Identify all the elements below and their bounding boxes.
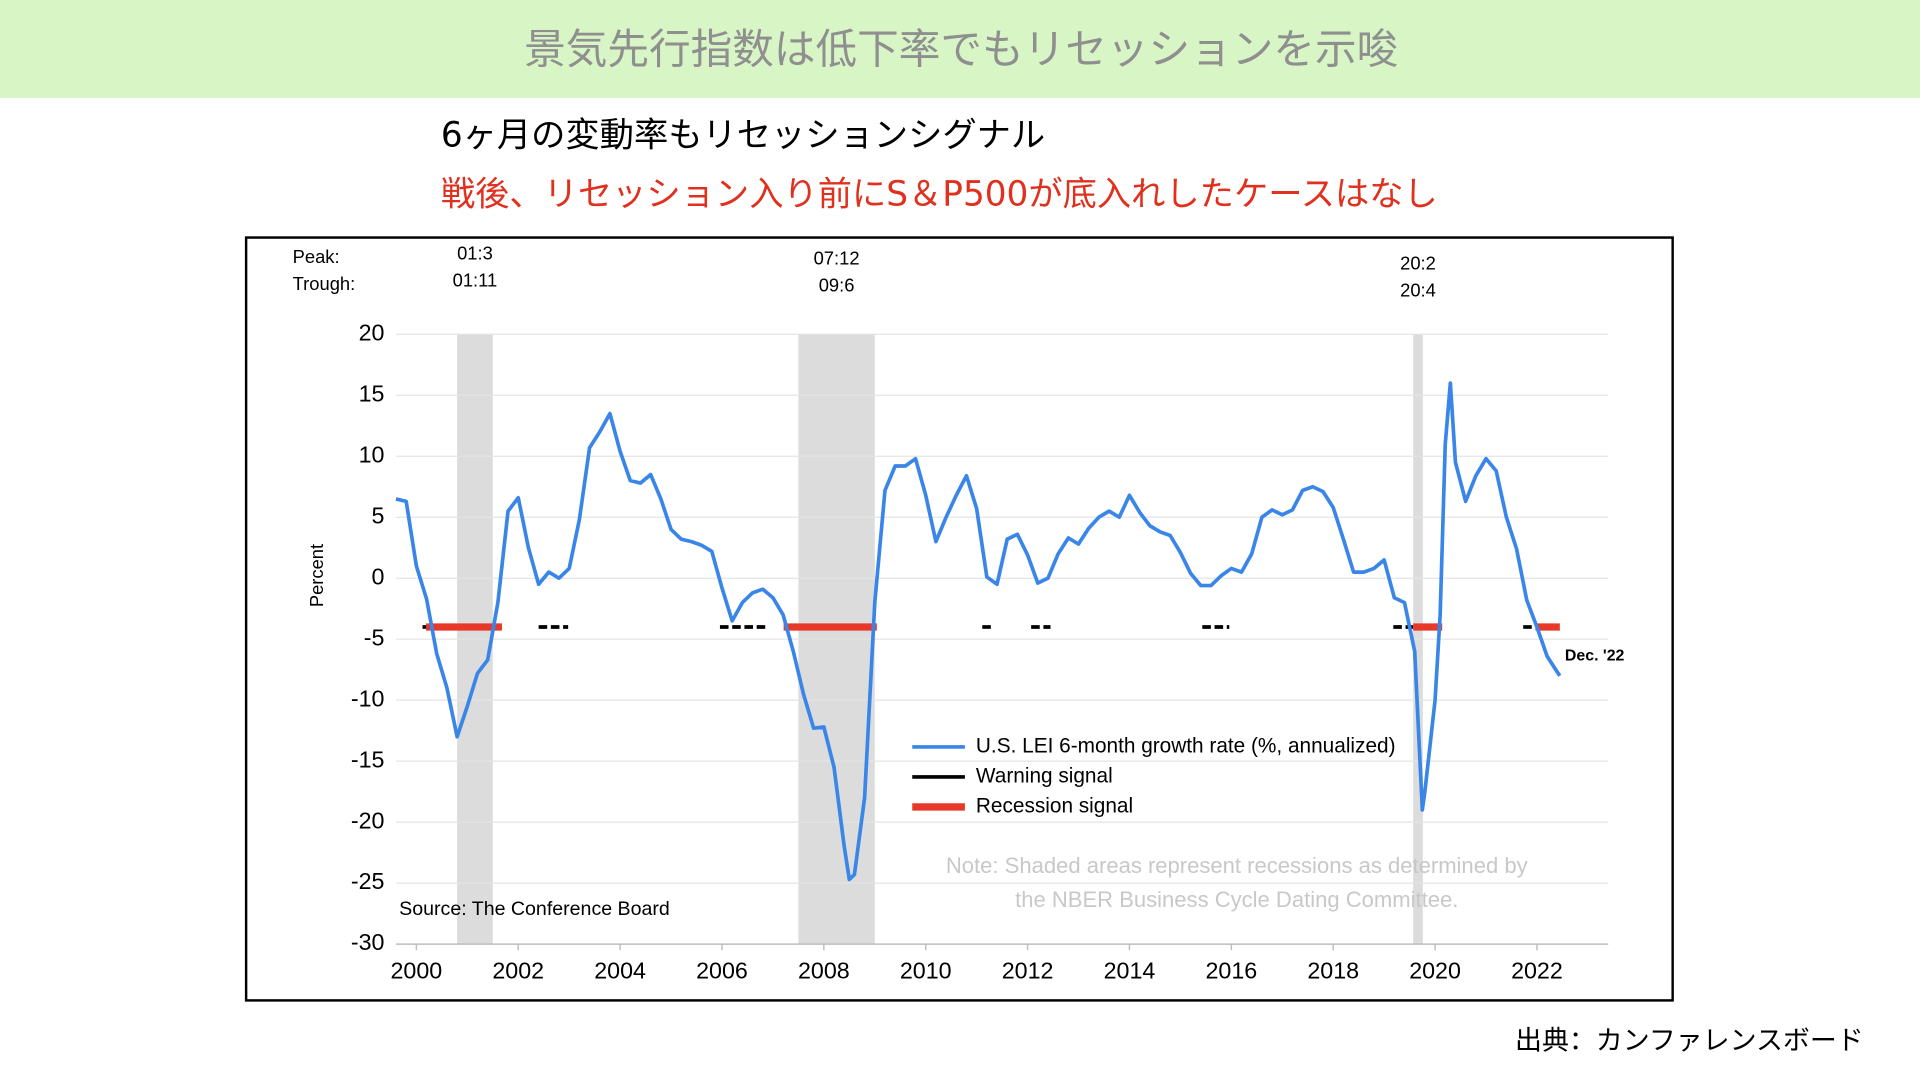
title-banner bbox=[0, 0, 1920, 98]
slide-title: 景気先行指数は低下率でもリセッションを示唆 bbox=[524, 25, 1398, 74]
x-tick-label: 2020 bbox=[1409, 957, 1461, 983]
source-note: Source: The Conference Board bbox=[399, 898, 670, 920]
x-tick-label: 2004 bbox=[594, 957, 646, 983]
y-axis-label: Percent bbox=[306, 544, 327, 607]
credit: 出典：カンファレンスボード bbox=[1515, 1026, 1864, 1057]
x-tick-label: 2000 bbox=[391, 957, 443, 983]
y-tick-label: 0 bbox=[372, 563, 385, 589]
peak-label: Peak: bbox=[293, 246, 340, 267]
x-tick-label: 2016 bbox=[1205, 957, 1257, 983]
y-tick-label: -25 bbox=[351, 868, 385, 894]
peak-date: 20:2 bbox=[1400, 252, 1436, 273]
trough-date: 01:11 bbox=[453, 269, 498, 290]
y-tick-label: -10 bbox=[351, 685, 385, 711]
legend-label: Recession signal bbox=[976, 794, 1133, 817]
y-tick-label: 15 bbox=[359, 380, 385, 406]
shading-note: the NBER Business Cycle Dating Committee… bbox=[1015, 887, 1458, 912]
y-tick-label: -15 bbox=[351, 746, 385, 772]
y-tick-label: -30 bbox=[351, 929, 385, 955]
y-tick-label: -5 bbox=[364, 624, 385, 650]
y-tick-label: -20 bbox=[351, 807, 385, 833]
trough-date: 20:4 bbox=[1400, 279, 1436, 300]
y-tick-label: 10 bbox=[359, 441, 385, 467]
shading-note: Note: Shaded areas represent recessions … bbox=[946, 853, 1528, 878]
peak-date: 01:3 bbox=[457, 243, 493, 264]
legend-label: Warning signal bbox=[976, 764, 1113, 787]
legend-label: U.S. LEI 6-month growth rate (%, annuali… bbox=[976, 734, 1396, 757]
x-tick-label: 2006 bbox=[696, 957, 748, 983]
last-point-label: Dec. '22 bbox=[1565, 648, 1625, 665]
plot: 01:3 01:11 07:12 09:6 20:2 20:4 Peak: Trough: -3… bbox=[293, 243, 1625, 984]
x-tick-label: 2014 bbox=[1104, 957, 1156, 983]
highlight: 戦後、リセッション入り前にS＆P500が底入れしたケースはなし bbox=[441, 174, 1438, 214]
trough-date: 09:6 bbox=[819, 274, 855, 295]
data-line bbox=[395, 381, 1562, 882]
x-tick-label: 2012 bbox=[1002, 957, 1054, 983]
x-tick-label: 2018 bbox=[1307, 957, 1359, 983]
x-tick-label: 2002 bbox=[492, 957, 544, 983]
x-tick-label: 2010 bbox=[900, 957, 952, 983]
subtitle: 6ヶ月の変動率もリセッションシグナル bbox=[441, 116, 1045, 156]
y-tick-label: 20 bbox=[359, 319, 385, 345]
peak-date: 07:12 bbox=[814, 247, 860, 268]
x-tick-label: 2022 bbox=[1511, 957, 1563, 983]
y-tick-label: 5 bbox=[372, 502, 385, 528]
trough-label: Trough: bbox=[293, 273, 356, 294]
x-tick-label: 2008 bbox=[798, 957, 850, 983]
